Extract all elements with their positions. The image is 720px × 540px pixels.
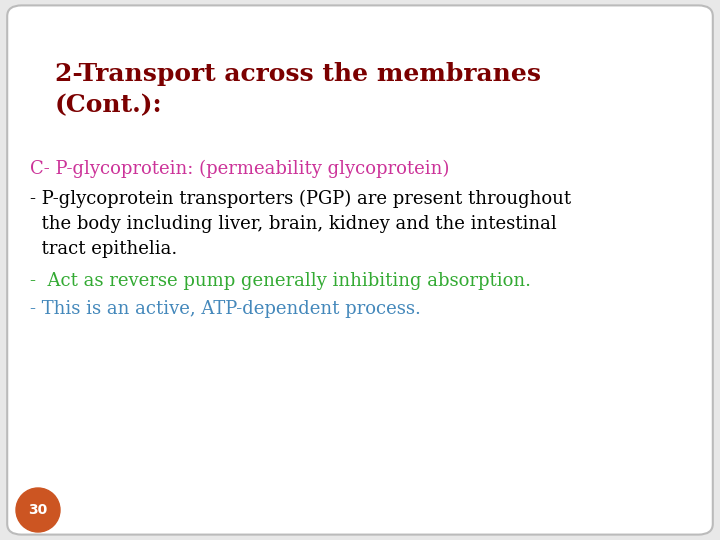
Text: tract epithelia.: tract epithelia. xyxy=(30,240,177,258)
Text: - P-glycoprotein transporters (PGP) are present throughout: - P-glycoprotein transporters (PGP) are … xyxy=(30,190,571,208)
Text: - This is an active, ATP-dependent process.: - This is an active, ATP-dependent proce… xyxy=(30,300,421,318)
Text: C- P-glycoprotein: (permeability glycoprotein): C- P-glycoprotein: (permeability glycopr… xyxy=(30,160,449,178)
Text: 30: 30 xyxy=(28,503,48,517)
Circle shape xyxy=(16,488,60,532)
Text: 2-Transport across the membranes: 2-Transport across the membranes xyxy=(55,62,541,86)
Text: -  Act as reverse pump generally inhibiting absorption.: - Act as reverse pump generally inhibiti… xyxy=(30,272,531,290)
Text: the body including liver, brain, kidney and the intestinal: the body including liver, brain, kidney … xyxy=(30,215,557,233)
Text: (Cont.):: (Cont.): xyxy=(55,93,163,117)
